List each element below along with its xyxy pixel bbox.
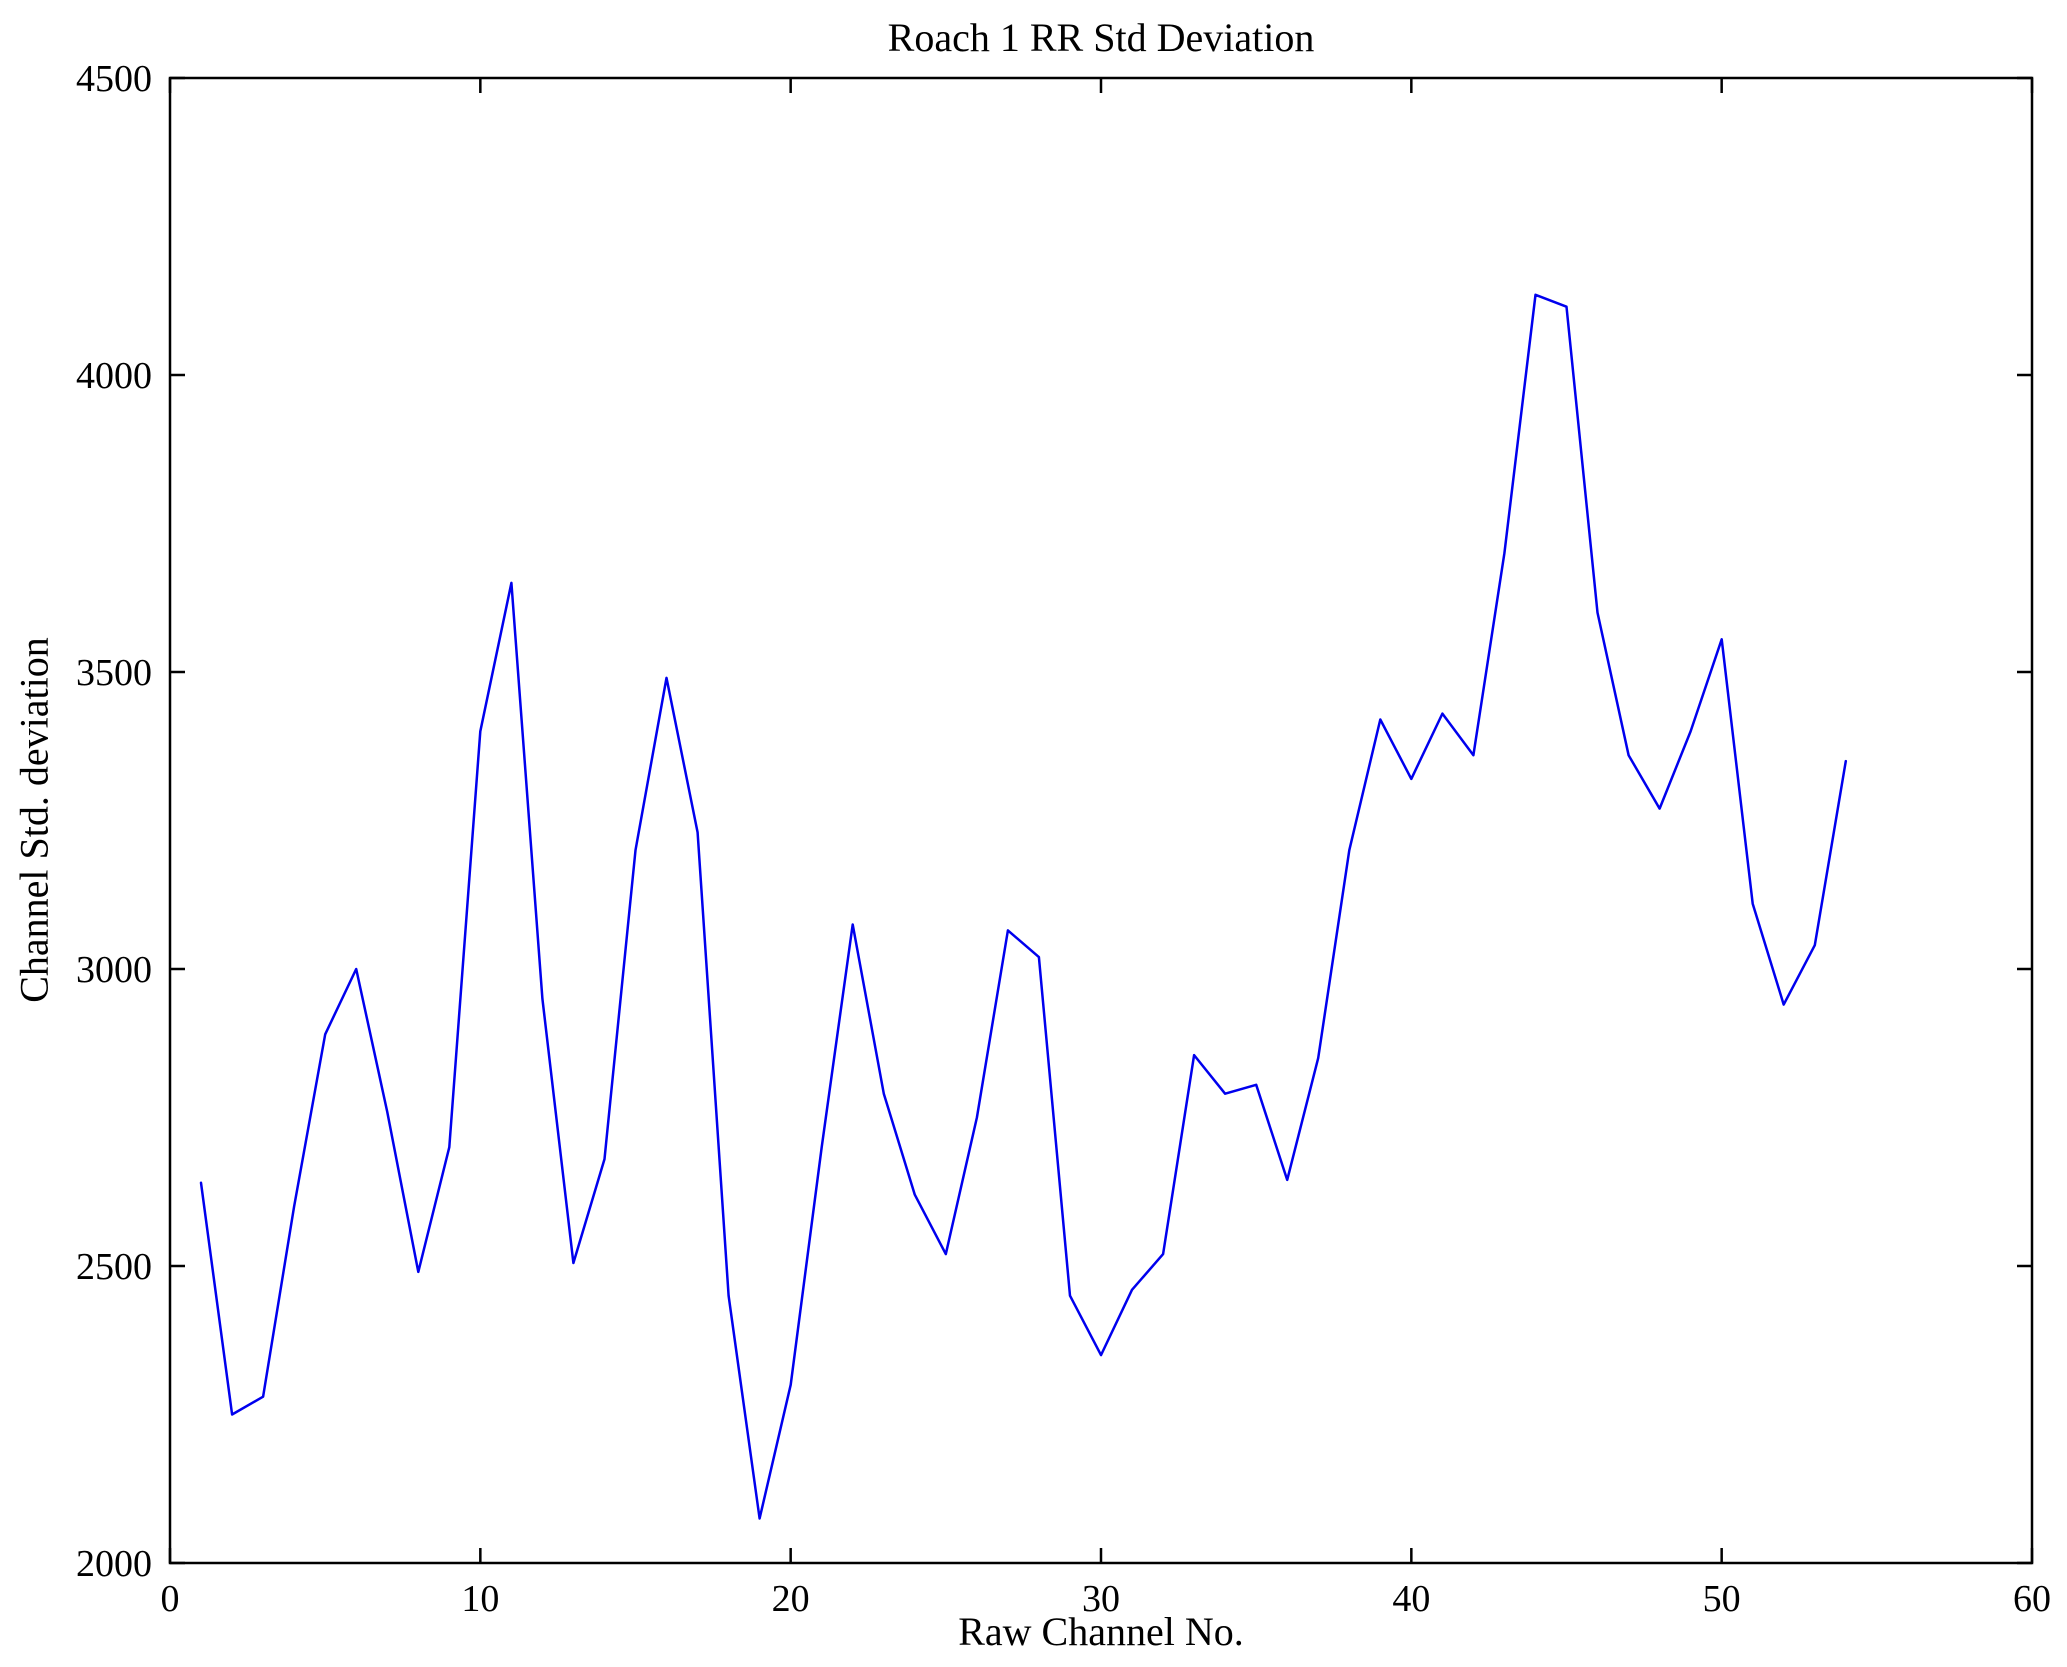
data-line (199, 293, 1848, 1520)
y-tick-label: 4000 (76, 355, 152, 397)
x-tick-label: 10 (461, 1578, 499, 1620)
y-tick-label: 3000 (76, 949, 152, 991)
y-tick-label: 3500 (76, 652, 152, 694)
y-tick-label: 4500 (76, 58, 152, 100)
y-axis-label: Channel Std. deviation (11, 637, 57, 1003)
x-axis-label: Raw Channel No. (958, 1609, 1244, 1654)
x-tick-label: 60 (2013, 1578, 2051, 1620)
y-tick-label: 2500 (76, 1246, 152, 1288)
plot-border (168, 76, 2034, 1565)
x-tick-label: 20 (772, 1578, 810, 1620)
x-tick-label: 0 (161, 1578, 180, 1620)
chart-title: Roach 1 RR Std Deviation (887, 15, 1315, 60)
x-tick-label: 50 (1703, 1578, 1741, 1620)
x-tick-label: 30 (1082, 1578, 1120, 1620)
y-tick-label: 2000 (76, 1543, 152, 1585)
x-tick-label: 40 (1392, 1578, 1430, 1620)
